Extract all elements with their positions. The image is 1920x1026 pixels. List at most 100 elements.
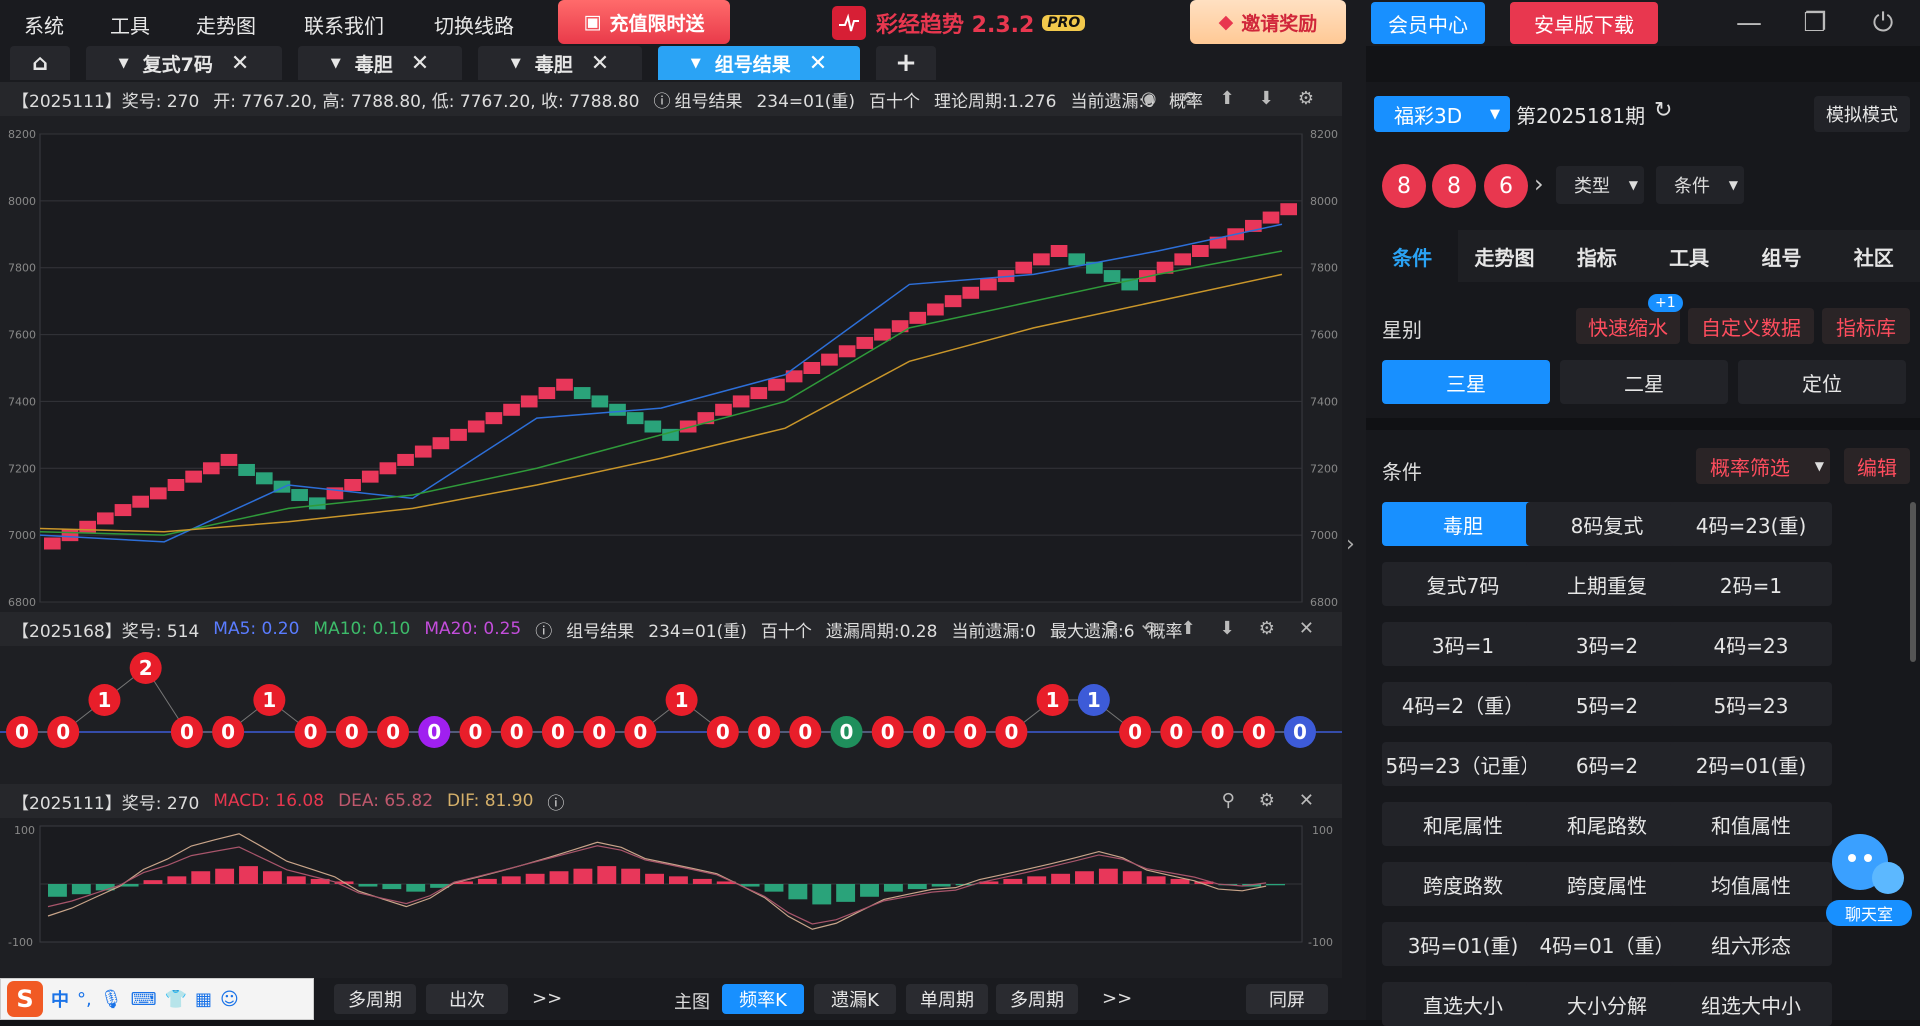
sim-mode-button[interactable]: 模拟模式 — [1814, 96, 1910, 132]
gear-icon[interactable]: ⚙ — [1297, 88, 1314, 109]
condition-button[interactable]: 和尾属性 — [1382, 802, 1544, 846]
renko-chart[interactable]: 8200 8200 8000 8000 7800 7800 7600 7600 7400 7400… — [0, 116, 1342, 616]
type-dropdown[interactable]: 类型 ▼ — [1556, 166, 1644, 204]
tab-group-result[interactable]: ▼ 组号结果 ✕ — [658, 46, 860, 80]
multi-period-button[interactable]: 多周期 — [334, 984, 416, 1014]
pin-icon[interactable]: ⚲ — [1221, 790, 1235, 811]
minimize-icon[interactable]: — — [1736, 8, 1762, 38]
condition-button[interactable]: 直选大小 — [1382, 982, 1544, 1026]
condition-button[interactable]: 和尾路数 — [1526, 802, 1688, 846]
tab-group[interactable]: 组号 — [1761, 245, 1802, 270]
chevron-right-icon[interactable]: › — [1346, 532, 1355, 557]
tab-trend[interactable]: 走势图 — [1474, 245, 1535, 270]
miss-k-button[interactable]: 遗漏K — [814, 984, 896, 1014]
scrollbar[interactable] — [1910, 502, 1916, 662]
recharge-promo-button[interactable]: ▣ 充值限时送 — [558, 0, 730, 44]
close-icon[interactable]: ✕ — [410, 50, 430, 76]
menu-trend[interactable]: 走势图 — [196, 14, 256, 38]
invite-reward-button[interactable]: ◆ 邀请奖励 — [1190, 0, 1346, 44]
condition-button[interactable]: 8码复式 — [1526, 502, 1688, 546]
condition-button[interactable]: 2码=1 — [1670, 562, 1832, 606]
condition-button[interactable]: 上期重复 — [1526, 562, 1688, 606]
undo-icon[interactable]: ⟲ — [1141, 618, 1157, 639]
gear-icon[interactable]: ⚙ — [1258, 618, 1275, 639]
condition-button[interactable]: 4码=01（重） — [1526, 922, 1688, 966]
condition-button[interactable]: 跨度路数 — [1382, 862, 1544, 906]
panel-splitter[interactable]: › — [1342, 82, 1366, 1020]
sogou-logo-icon[interactable]: S — [7, 981, 43, 1017]
condition-button[interactable]: 5码=23 — [1670, 682, 1832, 726]
up-icon[interactable]: ⬆ — [1219, 88, 1235, 109]
condition-button[interactable]: 4码=23(重) — [1670, 502, 1832, 546]
more-button-2[interactable]: >> — [1102, 988, 1133, 1009]
punctuation-icon[interactable]: °, — [77, 988, 92, 1010]
tab-fushi7[interactable]: ▼ 复式7码 ✕ — [86, 46, 282, 80]
prob-filter-dropdown[interactable]: 概率筛选 ▼ — [1696, 448, 1830, 484]
keyboard-icon[interactable]: ⌨ — [130, 988, 157, 1010]
add-tab-button[interactable]: + — [876, 46, 936, 80]
condition-button[interactable]: 跨度属性 — [1526, 862, 1688, 906]
condition-button[interactable]: 复式7码 — [1382, 562, 1544, 606]
macd-chart[interactable]: 100 -100 100 -100 — [0, 818, 1342, 958]
help-icon[interactable]: ⓘ — [653, 91, 671, 112]
condition-button[interactable]: 3码=1 — [1382, 622, 1544, 666]
condition-button[interactable]: 组选大中小 — [1670, 982, 1832, 1026]
condition-button[interactable]: 5码=23（记重） — [1382, 742, 1544, 786]
tab-dudan-1[interactable]: ▼ 毒胆 ✕ — [298, 46, 462, 80]
freq-k-button[interactable]: 频率K — [722, 984, 804, 1014]
edit-button[interactable]: 编辑 — [1844, 448, 1910, 484]
condition-button[interactable]: 毒胆 — [1382, 502, 1544, 546]
undo-icon[interactable]: ⟲ — [1180, 88, 1196, 109]
count-button[interactable]: 出次 — [426, 984, 508, 1014]
condition-button[interactable]: 均值属性 — [1670, 862, 1832, 906]
chat-room-widget[interactable]: 聊天室 — [1826, 828, 1912, 928]
ime-mode[interactable]: 中 — [51, 990, 69, 1011]
close-icon[interactable]: ✕ — [590, 50, 610, 76]
menu-switch-line[interactable]: 切换线路 — [434, 14, 514, 38]
help-icon[interactable]: ⓘ — [535, 621, 553, 642]
condition-button[interactable]: 5码=2 — [1526, 682, 1688, 726]
star-three-button[interactable]: 三星 — [1382, 360, 1550, 404]
lottery-select[interactable]: 福彩3D ▼ — [1374, 96, 1510, 132]
close-icon[interactable]: ✕ — [230, 50, 250, 76]
condition-button[interactable]: 4码=2（重） — [1382, 682, 1544, 726]
down-icon[interactable]: ⬇ — [1258, 88, 1274, 109]
home-tab[interactable]: ⌂ — [10, 46, 70, 80]
close-icon[interactable]: ✕ — [1298, 618, 1314, 639]
member-center-button[interactable]: 会员中心 — [1371, 2, 1485, 44]
star-position-button[interactable]: 定位 — [1738, 360, 1906, 404]
up-icon[interactable]: ⬆ — [1180, 618, 1196, 639]
indicator-lib-button[interactable]: 指标库 — [1822, 308, 1910, 344]
pin-icon[interactable]: ⚲ — [1104, 618, 1118, 639]
skin-icon[interactable]: 👕 — [164, 988, 187, 1010]
miss-chart[interactable]: 0 0 1 2 0 0 1 0 0 0 0 0 0 0 0 0 1 0 0 0 0 0 0 0 0 1 1 0 0 0 0 0 — [0, 646, 1342, 766]
tab-community[interactable]: 社区 — [1853, 245, 1894, 270]
help-icon[interactable]: ⓘ — [547, 793, 565, 814]
star-two-button[interactable]: 二星 — [1560, 360, 1728, 404]
condition-button[interactable]: 2码=01(重) — [1670, 742, 1832, 786]
tab-dudan-2[interactable]: ▼ 毒胆 ✕ — [478, 46, 642, 80]
condition-button[interactable]: 组六形态 — [1670, 922, 1832, 966]
custom-data-button[interactable]: 自定义数据 — [1688, 308, 1814, 344]
chevron-right-icon[interactable]: › — [1534, 170, 1544, 198]
apps-icon[interactable]: ▦ — [195, 988, 213, 1010]
menu-contact[interactable]: 联系我们 — [304, 14, 384, 38]
condition-button[interactable]: 3码=01(重) — [1382, 922, 1544, 966]
more-button[interactable]: >> — [532, 988, 563, 1009]
tab-tools[interactable]: 工具 — [1669, 245, 1710, 270]
menu-system[interactable]: 系统 — [24, 14, 64, 38]
condition-dropdown[interactable]: 条件 ▼ — [1656, 166, 1744, 204]
condition-button[interactable]: 6码=2 — [1526, 742, 1688, 786]
menu-tools[interactable]: 工具 — [110, 14, 150, 38]
tab-conditions[interactable]: 条件 — [1366, 230, 1459, 282]
single-period-button[interactable]: 单周期 — [906, 984, 988, 1014]
condition-button[interactable]: 大小分解 — [1526, 982, 1688, 1026]
condition-button[interactable]: 4码=23 — [1670, 622, 1832, 666]
down-icon[interactable]: ⬇ — [1219, 618, 1235, 639]
condition-button[interactable]: 和值属性 — [1670, 802, 1832, 846]
gear-icon[interactable]: ⚙ — [1258, 790, 1275, 811]
same-screen-button[interactable]: 同屏 — [1246, 984, 1328, 1014]
quick-reduce-button[interactable]: 快速缩水 — [1576, 308, 1680, 344]
android-download-button[interactable]: 安卓版下载 — [1510, 2, 1658, 44]
refresh-icon[interactable]: ↻ — [1654, 98, 1673, 123]
